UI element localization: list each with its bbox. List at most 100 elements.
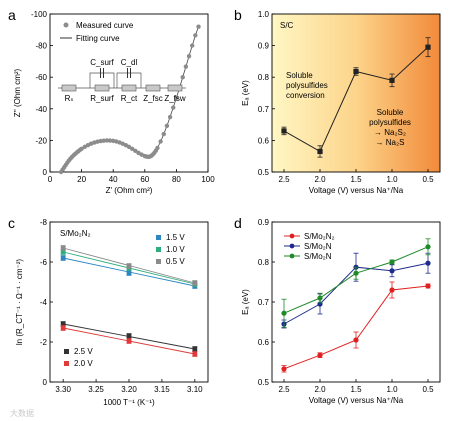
a-data-point: [183, 64, 189, 69]
c-data-point: [60, 249, 66, 255]
b-xtick-label: 1.0: [386, 175, 398, 184]
a-data-point: [196, 24, 201, 29]
a-ytick-label: 0: [43, 168, 48, 177]
c-legend-marker: [156, 235, 161, 240]
b-annotation-left: conversion: [286, 91, 325, 100]
a-legend-label: Measured curve: [76, 21, 134, 30]
a-ytick-label: -60: [35, 73, 47, 82]
c-legend-label: 1.0 V: [166, 245, 185, 254]
d-data-point: [389, 268, 395, 274]
d-xtick-label: 1.5: [350, 385, 362, 394]
a-legend-label: Fitting curve: [76, 34, 120, 43]
a-xlabel: Z' (Ohm cm²): [106, 186, 153, 195]
panel-b-chart: 2.5 2.0 1.5 1.0 0.5 0.5 0.6 0.7 0.8 0.9 1.0 Voltage…: [234, 7, 441, 195]
d-ylabel: Eₐ (eV): [241, 289, 250, 315]
b-ytick-label: 0.9: [258, 42, 270, 51]
b-ytick-label: 0.8: [258, 73, 270, 82]
a-circuit-element: [61, 84, 77, 92]
a-capacitor-label: C_surf: [90, 58, 114, 67]
b-ytick-label: 0.7: [258, 105, 270, 114]
d-data-point: [425, 244, 431, 250]
d-data-point: [353, 337, 359, 343]
d-data-point: [281, 366, 287, 372]
a-ytick-label: -100: [31, 10, 48, 19]
c-title: S/Mo₂N₂: [60, 229, 91, 238]
a-data-point: [98, 138, 103, 144]
c-legend-label: 2.5 V: [74, 347, 93, 356]
a-xtick-label: 0: [48, 175, 53, 184]
a-data-point: [180, 75, 185, 80]
a-xtick-label: 20: [77, 175, 86, 184]
d-ytick-label: 0.6: [258, 338, 270, 347]
b-xlabel: Voltage (V) versus Na⁺/Na: [309, 186, 404, 195]
a-data-point: [129, 146, 135, 151]
d-data-point: [317, 352, 323, 358]
b-data-point: [353, 68, 359, 75]
panel-d-chart: 2.5 2.0 1.5 1.0 0.5 0.5 0.6 0.7 0.8 0.9 Voltage (V…: [234, 215, 441, 405]
d-legend-label: S/Mo₂N: [304, 242, 332, 251]
a-data-point: [133, 148, 138, 154]
c-legend-marker: [64, 361, 69, 366]
d-xtick-label: 2.0: [314, 385, 326, 394]
a-capacitor-label: C_dl: [121, 58, 138, 67]
c-data-point: [60, 255, 66, 261]
d-ytick-label: 0.9: [258, 218, 270, 227]
a-xtick-label: 60: [140, 175, 149, 184]
a-circuit-element: [145, 84, 161, 92]
a-data-point: [174, 95, 179, 100]
d-ytick-label: 0.8: [258, 258, 270, 267]
c-data-point: [126, 263, 132, 269]
a-frame: [49, 13, 209, 173]
c-legend-marker: [156, 247, 161, 252]
c-xlabel: 1000 T⁻¹ (K⁻¹): [103, 398, 155, 407]
b-ytick-label: 1.0: [258, 10, 270, 19]
a-circuit-label: Rₛ: [65, 94, 74, 103]
a-circuit-element: [167, 84, 183, 92]
a-legend-marker: [63, 22, 69, 28]
d-xtick-label: 0.5: [422, 385, 434, 394]
d-data-point: [317, 295, 323, 301]
c-ytick-label: -8: [40, 218, 48, 227]
a-data-point: [126, 144, 132, 150]
b-xtick-label: 2.0: [314, 175, 326, 184]
b-xtick-label: 1.5: [350, 175, 362, 184]
a-ytick-label: -40: [35, 105, 47, 114]
a-circuit-parallel-wire: [89, 72, 115, 88]
c-data-point: [126, 333, 132, 339]
c-legend-marker: [64, 349, 69, 354]
d-data-point: [425, 260, 431, 266]
a-data-point: [104, 138, 110, 143]
c-data-point: [60, 321, 66, 327]
a-data-point: [158, 139, 163, 144]
c-ytick-label: -6: [40, 258, 48, 267]
a-xtick-label: 40: [109, 175, 118, 184]
a-panel-label: a: [8, 7, 16, 23]
a-data-point: [101, 138, 106, 143]
d-data-point: [353, 270, 359, 276]
a-data-point: [155, 145, 160, 151]
watermark: 大数据: [10, 408, 34, 418]
a-ylabel: Z'' (Ohm cm²): [13, 68, 22, 117]
a-circuit-element: [94, 84, 110, 92]
b-annotation-right: polysulfides: [369, 118, 411, 127]
c-data-point: [126, 270, 132, 276]
d-xtick-label: 2.5: [278, 385, 290, 394]
c-xtick-label: 3.25: [88, 385, 104, 394]
panel-a-chart: 0 20 40 60 80 100 0 -20 -40 -60 -80 -100 Z' (Ohm cm²…: [8, 7, 215, 195]
a-data-point: [164, 123, 170, 129]
c-ytick-label: 0: [43, 378, 48, 387]
b-data-point: [389, 77, 395, 83]
b-ytick-label: 0.5: [258, 168, 270, 177]
d-data-point: [281, 310, 287, 316]
d-series-line: [283, 285, 429, 370]
a-circuit-label: R_surf: [90, 94, 114, 103]
c-panel-label: c: [8, 215, 15, 231]
d-legend-label: S/Mo₂N: [304, 252, 332, 261]
d-legend-marker: [289, 233, 295, 239]
c-xtick-label: 3.30: [55, 385, 71, 394]
d-legend-label: S/Mo₂N₂: [304, 232, 335, 241]
b-xtick-label: 0.5: [422, 175, 434, 184]
b-annotation-right: Soluble: [377, 108, 404, 117]
a-xtick-label: 100: [201, 175, 215, 184]
